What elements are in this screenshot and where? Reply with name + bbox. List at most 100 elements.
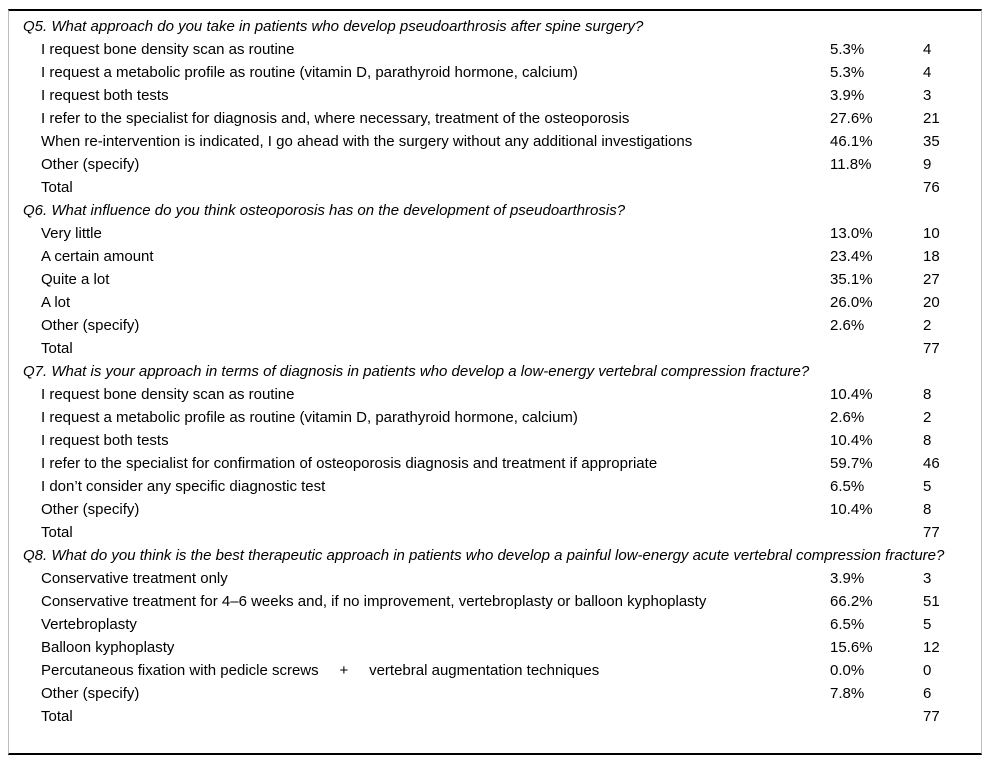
table-row: Very little 13.0% 10 xyxy=(23,222,969,245)
percent-value: 6.5% xyxy=(830,616,865,633)
count-value: 77 xyxy=(923,340,940,357)
percent-value: 5.3% xyxy=(830,41,865,58)
percent-value: 7.8% xyxy=(830,685,865,702)
percent-value: 10.4% xyxy=(830,386,873,403)
percent-value: 35.1% xyxy=(830,271,873,288)
total-row: Total 77 xyxy=(23,521,969,544)
question-heading: Q6. What influence do you think osteopor… xyxy=(23,202,626,219)
count-value: 76 xyxy=(923,179,940,196)
percent-value xyxy=(830,521,923,544)
total-row: Total 76 xyxy=(23,176,969,199)
table-row: A lot 26.0% 20 xyxy=(23,291,969,314)
table-row: Other (specify) 11.8% 9 xyxy=(23,153,969,176)
percent-value: 46.1% xyxy=(830,133,873,150)
table-row: Quite a lot 35.1% 27 xyxy=(23,268,969,291)
answer-label: I refer to the specialist for diagnosis … xyxy=(41,110,630,127)
total-row: Total 77 xyxy=(23,337,969,360)
count-value: 21 xyxy=(923,110,940,127)
table-row: Balloon kyphoplasty 15.6% 12 xyxy=(23,636,969,659)
table-row: I refer to the specialist for diagnosis … xyxy=(23,107,969,130)
percent-value: 13.0% xyxy=(830,225,873,242)
question-block-q5: Q5. What approach do you take in patient… xyxy=(23,15,969,199)
percent-value: 27.6% xyxy=(830,110,873,127)
count-value: 51 xyxy=(923,593,940,610)
count-value: 10 xyxy=(923,225,940,242)
count-value: 5 xyxy=(923,616,932,633)
table-row: Other (specify) 2.6% 2 xyxy=(23,314,969,337)
count-value: 27 xyxy=(923,271,940,288)
answer-label: Quite a lot xyxy=(41,271,110,288)
answer-label: I request a metabolic profile as routine… xyxy=(41,64,578,81)
count-value: 4 xyxy=(923,64,932,81)
count-value: 0 xyxy=(923,662,932,679)
count-value: 77 xyxy=(923,524,940,541)
percent-value: 11.8% xyxy=(830,156,872,173)
percent-value: 3.9% xyxy=(830,87,865,104)
answer-label: I refer to the specialist for confirmati… xyxy=(41,455,658,472)
question-heading: Q5. What approach do you take in patient… xyxy=(23,18,644,35)
percent-value xyxy=(830,176,923,199)
total-row: Total 77 xyxy=(23,705,969,728)
count-value: 3 xyxy=(923,570,932,587)
answer-label: Vertebroplasty xyxy=(41,616,137,633)
table-row: When re-intervention is indicated, I go … xyxy=(23,130,969,153)
percent-value: 15.6% xyxy=(830,639,873,656)
count-value: 77 xyxy=(923,708,940,725)
percent-value: 2.6% xyxy=(830,409,865,426)
count-value: 18 xyxy=(923,248,940,265)
percent-value xyxy=(830,337,923,360)
answer-label: Percutaneous fixation with pedicle screw… xyxy=(41,662,600,679)
answer-label: Other (specify) xyxy=(41,501,140,518)
answer-label: I request a metabolic profile as routine… xyxy=(41,409,578,426)
count-value: 8 xyxy=(923,386,932,403)
total-label: Total xyxy=(41,524,73,541)
count-value: 46 xyxy=(923,455,940,472)
answer-label: Balloon kyphoplasty xyxy=(41,639,175,656)
question-block-q8: Q8. What do you think is the best therap… xyxy=(23,544,969,728)
count-value: 20 xyxy=(923,294,940,311)
count-value: 3 xyxy=(923,87,932,104)
percent-value: 5.3% xyxy=(830,64,865,81)
answer-label: A lot xyxy=(41,294,71,311)
total-label: Total xyxy=(41,179,73,196)
count-value: 5 xyxy=(923,478,932,495)
table-row: I refer to the specialist for confirmati… xyxy=(23,452,969,475)
question-block-q6: Q6. What influence do you think osteopor… xyxy=(23,199,969,360)
count-value: 6 xyxy=(923,685,932,702)
count-value: 9 xyxy=(923,156,932,173)
table-row: Other (specify) 10.4% 8 xyxy=(23,498,969,521)
answer-label: I don’t consider any specific diagnostic… xyxy=(41,478,326,495)
answer-label: Conservative treatment only xyxy=(41,570,228,587)
answer-label: I request bone density scan as routine xyxy=(41,41,295,58)
answer-label: Very little xyxy=(41,225,102,242)
survey-results-table: Q5. What approach do you take in patient… xyxy=(8,9,982,755)
percent-value: 2.6% xyxy=(830,317,865,334)
question-block-q7: Q7. What is your approach in terms of di… xyxy=(23,360,969,544)
percent-value: 10.4% xyxy=(830,432,873,449)
answer-label: Other (specify) xyxy=(41,685,140,702)
answer-label: Other (specify) xyxy=(41,317,140,334)
percent-value: 26.0% xyxy=(830,294,873,311)
table-row: I request a metabolic profile as routine… xyxy=(23,61,969,84)
table-row: Vertebroplasty 6.5% 5 xyxy=(23,613,969,636)
percent-value: 66.2% xyxy=(830,593,873,610)
table-row: I request both tests 10.4% 8 xyxy=(23,429,969,452)
percent-value: 3.9% xyxy=(830,570,865,587)
percent-value: 10.4% xyxy=(830,501,873,518)
question-heading: Q8. What do you think is the best therap… xyxy=(23,547,945,564)
count-value: 2 xyxy=(923,409,932,426)
count-value: 8 xyxy=(923,501,932,518)
total-label: Total xyxy=(41,340,73,357)
answer-label: When re-intervention is indicated, I go … xyxy=(41,133,693,150)
table-row: A certain amount 23.4% 18 xyxy=(23,245,969,268)
count-value: 2 xyxy=(923,317,932,334)
count-value: 12 xyxy=(923,639,940,656)
answer-label: I request bone density scan as routine xyxy=(41,386,295,403)
table-row: I don’t consider any specific diagnostic… xyxy=(23,475,969,498)
answer-label: I request both tests xyxy=(41,432,169,449)
answer-label: Other (specify) xyxy=(41,156,140,173)
percent-value: 0.0% xyxy=(830,662,865,679)
answer-label: A certain amount xyxy=(41,248,154,265)
answer-label: Conservative treatment for 4–6 weeks and… xyxy=(41,593,707,610)
table-row: I request a metabolic profile as routine… xyxy=(23,406,969,429)
